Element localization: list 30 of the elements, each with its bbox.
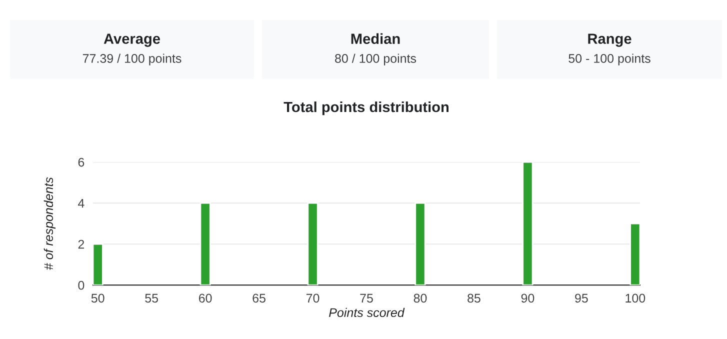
bar xyxy=(630,222,640,286)
x-tick-label: 65 xyxy=(252,294,266,303)
bar xyxy=(93,243,104,286)
bar xyxy=(414,202,426,286)
y-tick-label: 4 xyxy=(78,198,84,208)
x-tick-label: 60 xyxy=(198,294,212,303)
bar xyxy=(522,162,534,286)
x-tick-label: 100 xyxy=(626,294,646,303)
y-axis-title: # of respondents xyxy=(44,177,56,270)
text: Range xyxy=(588,34,632,47)
x-tick-label: 95 xyxy=(575,294,588,303)
x-tick-label: 50 xyxy=(91,294,104,303)
x-axis-title: Points scored xyxy=(329,308,405,318)
y-tick-label: 2 xyxy=(78,240,84,249)
text: 50 - 100 points xyxy=(568,54,650,66)
x-tick-label: 85 xyxy=(468,294,480,303)
text: 77.39 / 100 points xyxy=(82,54,182,66)
x-tick-label: 75 xyxy=(360,294,373,303)
bar xyxy=(307,202,318,286)
x-tick-label: 55 xyxy=(145,294,158,303)
y-tick-label: 6 xyxy=(78,158,84,167)
x-tick-label: 90 xyxy=(521,294,534,303)
text: Average xyxy=(104,34,160,47)
bar xyxy=(200,202,211,286)
y-tick-label: 0 xyxy=(78,280,84,290)
x-tick-label: 80 xyxy=(414,294,427,303)
text: Median xyxy=(351,33,400,44)
chart-title: Total points distribution xyxy=(284,101,449,116)
text: 80 / 100 points xyxy=(335,54,416,66)
x-tick-label: 70 xyxy=(306,294,320,303)
